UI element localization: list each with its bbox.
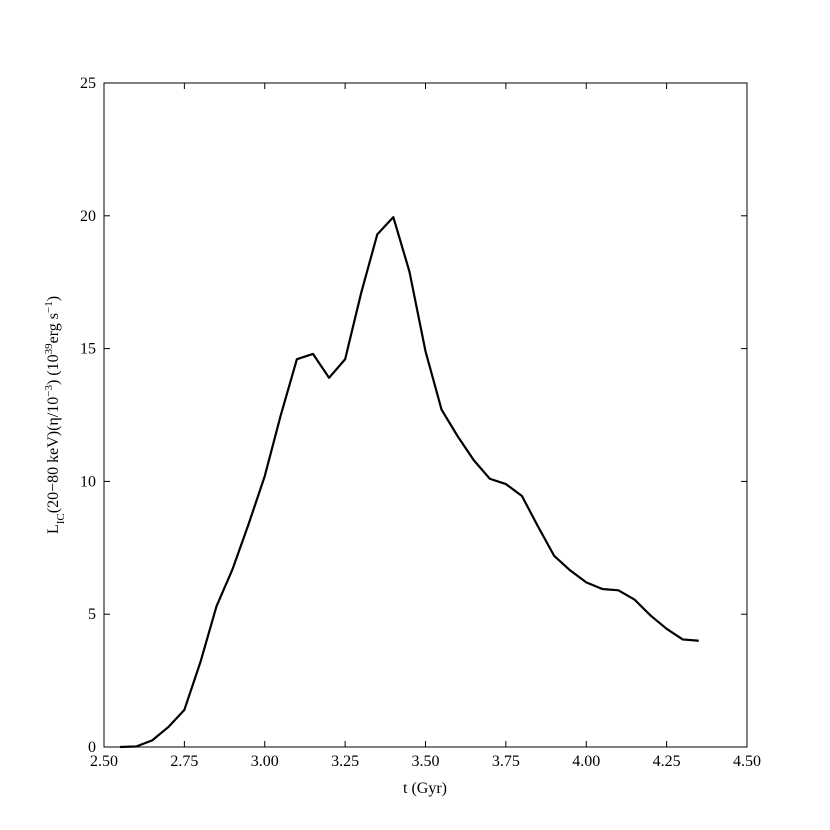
- y-label-part: 39: [43, 343, 55, 355]
- y-tick-label: 20: [80, 208, 96, 225]
- y-label-part: −1: [43, 301, 55, 313]
- x-tick-label: 3.25: [331, 753, 359, 770]
- x-axis-label: t (Gyr): [403, 780, 447, 797]
- line: [120, 216, 699, 749]
- y-axis-label: LIC(20−80 keV)(η/10−3) (1039erg s−1): [43, 296, 67, 534]
- y-tick-label: 10: [80, 473, 96, 490]
- x-tick-label: 4.25: [653, 753, 681, 770]
- y-label-part: (20−80 keV)(η/10: [45, 397, 62, 513]
- x-tick-label: 2.75: [170, 753, 198, 770]
- x-tick-label: 4.50: [733, 753, 761, 770]
- y-label-part: ): [45, 296, 62, 301]
- y-label-part: −3: [43, 385, 55, 397]
- y-label-part: ) (10: [45, 354, 62, 385]
- y-tick-label: 15: [80, 341, 96, 358]
- y-label-part: erg s: [45, 313, 62, 343]
- x-tick-label: 4.00: [572, 753, 600, 770]
- x-tick-label: 3.50: [412, 753, 440, 770]
- y-tick-label: 25: [80, 75, 96, 92]
- y-label-part: L: [45, 524, 62, 534]
- plot-frame: [103, 82, 748, 748]
- x-tick-label: 3.00: [251, 753, 279, 770]
- x-tick-label: 3.75: [492, 753, 520, 770]
- y-tick-label: 5: [88, 606, 96, 623]
- y-tick-label: 0: [88, 739, 96, 756]
- y-label-part: IC: [55, 513, 67, 524]
- x-tick-label: 2.50: [90, 753, 118, 770]
